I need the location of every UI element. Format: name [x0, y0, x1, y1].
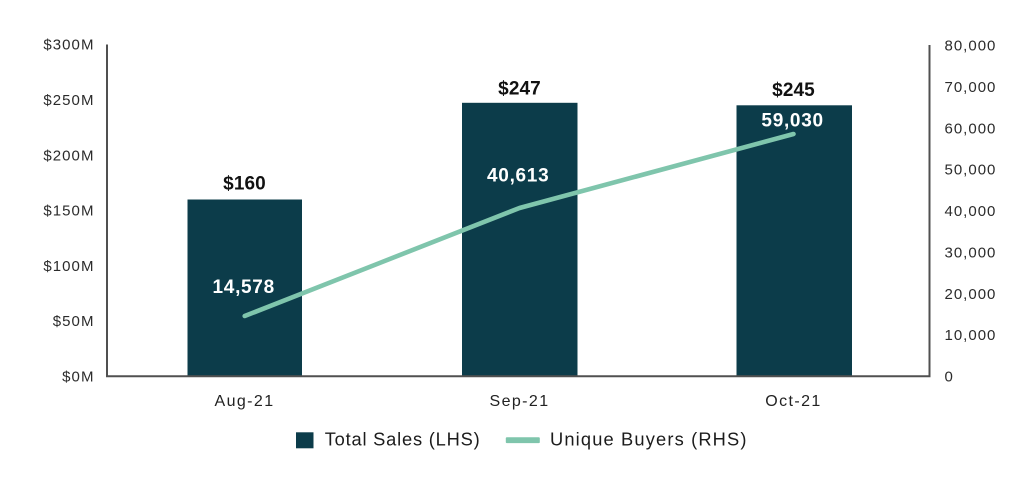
svg-text:$300M: $300M [43, 37, 94, 54]
svg-text:$0M: $0M [62, 369, 94, 386]
svg-text:$250M: $250M [43, 92, 94, 109]
svg-text:20,000: 20,000 [945, 286, 997, 303]
svg-text:0: 0 [945, 369, 954, 386]
svg-text:$150M: $150M [43, 203, 94, 220]
svg-text:59,030: 59,030 [761, 111, 823, 132]
svg-text:$100M: $100M [43, 258, 94, 275]
svg-text:$50M: $50M [53, 313, 95, 330]
svg-text:40,613: 40,613 [487, 166, 549, 187]
svg-text:$160: $160 [223, 174, 266, 195]
svg-text:$247: $247 [498, 79, 541, 100]
svg-text:70,000: 70,000 [945, 79, 997, 96]
svg-text:50,000: 50,000 [945, 162, 997, 179]
svg-text:40,000: 40,000 [945, 203, 997, 220]
svg-text:Oct-21: Oct-21 [765, 393, 821, 410]
svg-text:10,000: 10,000 [945, 327, 997, 344]
svg-text:$200M: $200M [43, 147, 94, 164]
svg-text:14,578: 14,578 [213, 277, 275, 298]
svg-text:$245: $245 [772, 80, 815, 101]
svg-text:Unique Buyers (RHS): Unique Buyers (RHS) [550, 428, 748, 449]
svg-text:60,000: 60,000 [945, 120, 997, 137]
svg-text:30,000: 30,000 [945, 244, 997, 261]
svg-text:Aug-21: Aug-21 [215, 393, 275, 410]
svg-text:Total Sales (LHS): Total Sales (LHS) [325, 428, 481, 449]
svg-text:80,000: 80,000 [945, 38, 997, 55]
svg-text:Sep-21: Sep-21 [490, 393, 550, 410]
